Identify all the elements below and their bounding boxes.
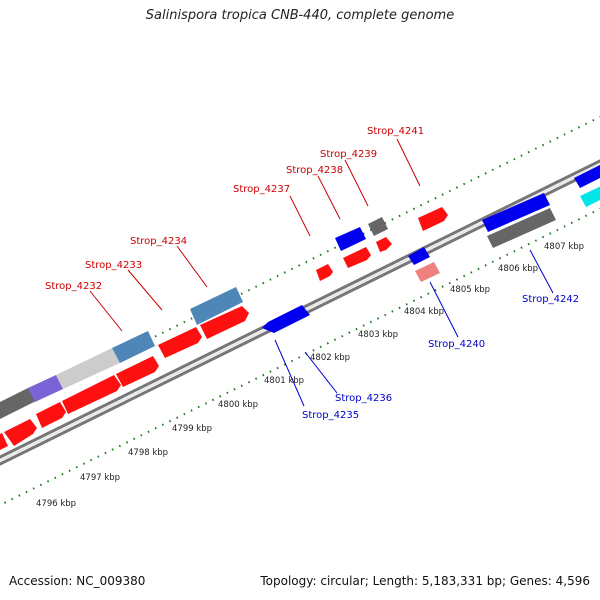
gene-feature-gray[interactable]: [0, 388, 36, 421]
scale-tick-label: 4804 kbp: [404, 307, 444, 317]
gene-feature-blue[interactable]: [262, 305, 310, 333]
gene-label-strop_4240[interactable]: Strop_4240: [428, 339, 485, 350]
gene-feature-blue[interactable]: [482, 193, 550, 232]
gene-feature-red[interactable]: [343, 247, 371, 268]
scale-tick-label: 4799 kbp: [172, 424, 212, 434]
inner-tick-line: [0, 207, 600, 507]
gene-feature-gray[interactable]: [487, 208, 556, 248]
outer-tick-line: [0, 115, 600, 415]
scale-tick-label: 4807 kbp: [544, 242, 584, 252]
scale-tick-label: 4802 kbp: [310, 353, 350, 363]
scale-tick-label: 4800 kbp: [218, 400, 258, 410]
scale-labels: 4796 kbp 4797 kbp 4798 kbp 4799 kbp 4800 kbp…: [36, 242, 584, 509]
gene-feature-pink[interactable]: [415, 262, 440, 282]
gene-label-strop_4234[interactable]: Strop_4234: [130, 236, 187, 247]
scale-tick-label: 4796 kbp: [36, 499, 76, 509]
gene-label-strop_4236[interactable]: Strop_4236: [335, 393, 392, 404]
gene-feature-red[interactable]: [158, 327, 202, 358]
gene-features: [0, 160, 600, 452]
gene-feature-red[interactable]: [200, 306, 249, 339]
scale-tick-label: 4803 kbp: [358, 330, 398, 340]
gene-feature-red[interactable]: [4, 419, 37, 446]
scale-tick-label: 4805 kbp: [450, 285, 490, 295]
gene-feature-red[interactable]: [62, 375, 121, 414]
gene-label-strop_4242[interactable]: Strop_4242: [522, 294, 579, 305]
scale-tick-label: 4806 kbp: [498, 264, 538, 274]
scale-tick-label: 4797 kbp: [80, 473, 120, 483]
gene-feature-red[interactable]: [116, 356, 159, 387]
gene-feature-steelblue[interactable]: [112, 331, 155, 363]
gene-feature-lightgray[interactable]: [56, 348, 120, 389]
gene-label-strop_4232[interactable]: Strop_4232: [45, 281, 102, 292]
topology-label: Topology: circular; Length: 5,183,331 bp…: [260, 574, 590, 588]
gene-feature-blue[interactable]: [574, 160, 600, 188]
accession-label: Accession: NC_009380: [9, 574, 146, 588]
gene-label-strop_4241[interactable]: Strop_4241: [367, 126, 424, 137]
gene-feature-red[interactable]: [0, 433, 8, 452]
gene-feature-steelblue[interactable]: [190, 287, 243, 325]
gene-feature-red[interactable]: [376, 237, 392, 252]
scale-tick-label: 4798 kbp: [128, 448, 168, 458]
gene-feature-red[interactable]: [316, 264, 333, 281]
gene-label-strop_4239[interactable]: Strop_4239: [320, 149, 377, 160]
gene-feature-blue[interactable]: [335, 227, 366, 251]
gene-feature-red[interactable]: [418, 207, 448, 231]
label-pointers: [89, 138, 554, 407]
gene-label-strop_4235[interactable]: Strop_4235: [302, 410, 359, 421]
gene-feature-cyan[interactable]: [580, 182, 600, 207]
scale-tick-label: 4801 kbp: [264, 376, 304, 386]
gene-label-strop_4233[interactable]: Strop_4233: [85, 260, 142, 271]
page-title: Salinispora tropica CNB-440, complete ge…: [145, 8, 455, 23]
gene-feature-purple[interactable]: [28, 375, 63, 402]
gene-label-strop_4238[interactable]: Strop_4238: [286, 165, 343, 176]
gene-feature-gray[interactable]: [368, 217, 388, 236]
gene-labels: Strop_4232 Strop_4233 Strop_4234 Strop_4237…: [45, 126, 579, 421]
gene-feature-red[interactable]: [36, 402, 66, 428]
gene-feature-blue[interactable]: [408, 247, 430, 265]
gene-label-strop_4237[interactable]: Strop_4237: [233, 184, 290, 195]
